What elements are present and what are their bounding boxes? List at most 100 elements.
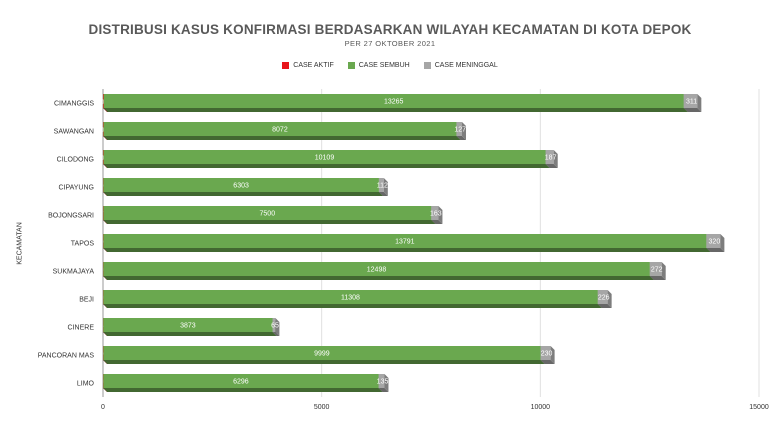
bar-front-face bbox=[456, 122, 463, 136]
bar-bottom-face bbox=[103, 388, 383, 392]
bar-segment bbox=[103, 178, 383, 196]
bar-segment bbox=[683, 94, 702, 112]
bar-bottom-face bbox=[540, 360, 555, 364]
category-label: SAWANGAN bbox=[54, 129, 94, 136]
chart-title: DISTRIBUSI KASUS KONFIRMASI BERDASARKAN … bbox=[88, 22, 692, 37]
bar-segment bbox=[272, 318, 280, 336]
bar-front-face bbox=[683, 94, 698, 108]
bar-front-face bbox=[545, 150, 554, 164]
bar-segment bbox=[378, 374, 389, 392]
bar-front-face bbox=[103, 150, 546, 164]
bar-segment bbox=[103, 206, 436, 224]
legend-label-meninggal: CASE MENINGGAL bbox=[434, 62, 498, 69]
bar-front-face bbox=[103, 290, 598, 304]
bar-bottom-face bbox=[103, 304, 602, 308]
bar-front-face bbox=[272, 318, 276, 332]
bar-front-face bbox=[103, 346, 541, 360]
bar-front-face bbox=[706, 234, 721, 248]
data-label: 272 bbox=[651, 267, 663, 274]
data-label: 13791 bbox=[395, 239, 415, 246]
bar-side-face bbox=[697, 94, 702, 112]
x-tick-label: 15000 bbox=[749, 404, 769, 411]
bar-segment bbox=[103, 290, 602, 308]
bar-segment bbox=[103, 150, 550, 168]
bar-segment bbox=[103, 122, 461, 140]
bar-segment bbox=[545, 150, 558, 168]
x-tick-label: 0 bbox=[101, 404, 105, 411]
bar-side-face bbox=[275, 318, 280, 336]
bar-front-face bbox=[103, 318, 273, 332]
legend-item-aktif: CASE AKTIF bbox=[282, 62, 334, 69]
data-label: 8072 bbox=[272, 127, 288, 134]
bar-side-face bbox=[383, 178, 388, 196]
bar-bottom-face bbox=[431, 220, 443, 224]
bar-side-face bbox=[720, 234, 725, 252]
category-label: CILODONG bbox=[57, 157, 94, 164]
data-label: 163 bbox=[430, 211, 442, 218]
category-label: CIMANGGIS bbox=[54, 101, 94, 108]
data-label: 112 bbox=[377, 183, 388, 190]
legend-label-aktif: CASE AKTIF bbox=[293, 62, 334, 69]
bar-front-face bbox=[649, 262, 662, 276]
data-label: 135 bbox=[377, 379, 389, 386]
category-label: CINERE bbox=[68, 325, 95, 332]
bar-bottom-face bbox=[272, 332, 280, 336]
data-label: 6296 bbox=[233, 379, 249, 386]
legend-item-meninggal: CASE MENINGGAL bbox=[423, 62, 498, 69]
bar-segment bbox=[378, 178, 388, 196]
bar-bottom-face bbox=[103, 136, 461, 140]
bar-bottom-face bbox=[103, 192, 383, 196]
legend-swatch-sembuh bbox=[347, 62, 355, 69]
bar-bottom-face bbox=[456, 136, 467, 140]
bar-bottom-face bbox=[103, 332, 277, 336]
legend-label-sembuh: CASE SEMBUH bbox=[358, 62, 410, 69]
chart-subtitle: PER 27 OKTOBER 2021 bbox=[344, 39, 436, 48]
data-label: 65 bbox=[271, 323, 279, 330]
data-label: 13265 bbox=[384, 99, 404, 106]
category-label: LIMO bbox=[77, 381, 95, 388]
category-label: BOJONGSARI bbox=[48, 213, 94, 220]
bar-segment bbox=[103, 94, 688, 112]
data-label: 230 bbox=[541, 351, 553, 358]
legend-item-sembuh: CASE SEMBUH bbox=[347, 62, 410, 69]
bar-front-face bbox=[597, 290, 608, 304]
bar-front-face bbox=[431, 206, 439, 220]
bar-bottom-face bbox=[683, 108, 702, 112]
bar-front-face bbox=[103, 122, 457, 136]
data-label: 7500 bbox=[260, 211, 276, 218]
bar-segment bbox=[706, 234, 725, 252]
bar-front-face bbox=[103, 234, 707, 248]
bar-segment bbox=[431, 206, 443, 224]
data-label: 311 bbox=[686, 99, 697, 106]
bar-bottom-face bbox=[706, 248, 725, 252]
bar-segment bbox=[103, 346, 545, 364]
data-label: 11308 bbox=[341, 295, 360, 302]
bar-bottom-face bbox=[103, 276, 654, 280]
bar-segment bbox=[456, 122, 467, 140]
bar-side-face bbox=[550, 346, 555, 364]
category-label: CIPAYUNG bbox=[58, 185, 94, 192]
legend: CASE AKTIF CASE SEMBUH CASE MENINGGAL bbox=[0, 62, 780, 69]
bar-segment bbox=[103, 374, 383, 392]
bar-front-face bbox=[378, 374, 385, 388]
data-label: 10109 bbox=[315, 155, 335, 162]
bar-bottom-face bbox=[103, 360, 545, 364]
bar-bottom-face bbox=[378, 388, 389, 392]
category-label: PANCORAN MAS bbox=[38, 353, 95, 360]
x-tick-label: 10000 bbox=[531, 404, 551, 411]
bar-segment bbox=[103, 262, 654, 280]
bar-front-face bbox=[103, 206, 432, 220]
data-label: 320 bbox=[709, 239, 721, 246]
data-label: 12498 bbox=[367, 267, 387, 274]
legend-swatch-aktif bbox=[282, 62, 290, 69]
bar-front-face bbox=[540, 346, 551, 360]
bar-side-face bbox=[607, 290, 612, 308]
data-label: 127 bbox=[454, 127, 466, 134]
bar-segment bbox=[597, 290, 612, 308]
legend-swatch-meninggal bbox=[423, 62, 431, 69]
bar-front-face bbox=[103, 262, 650, 276]
bar-segment bbox=[103, 318, 277, 336]
bar-side-face bbox=[661, 262, 666, 280]
bar-bottom-face bbox=[649, 276, 666, 280]
bar-segment bbox=[649, 262, 666, 280]
